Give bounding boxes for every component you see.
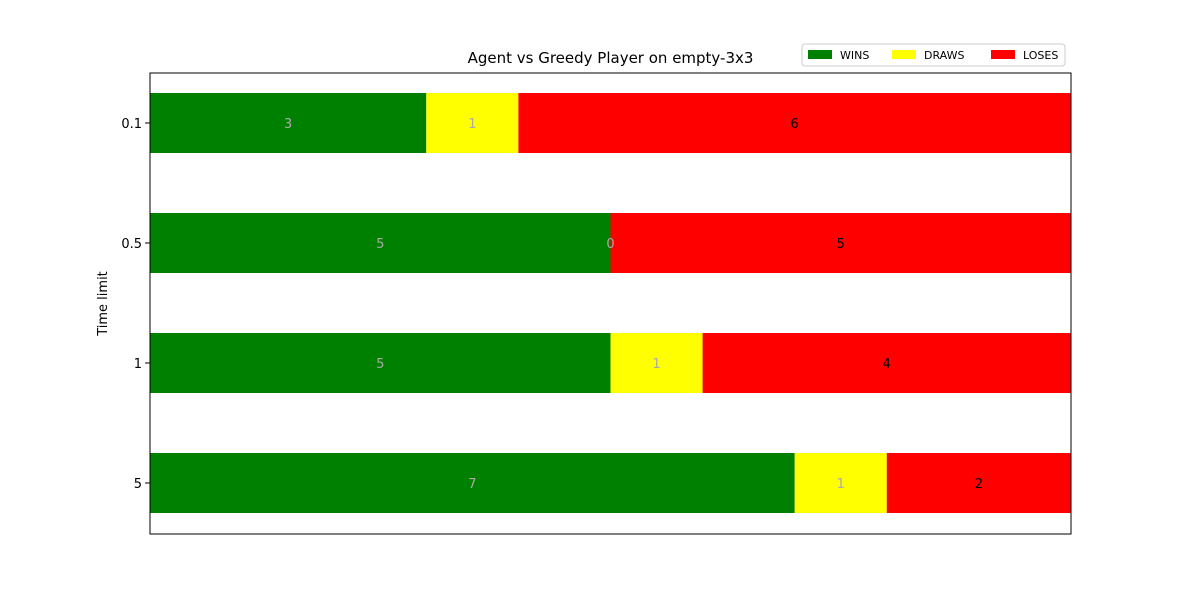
data-label-wins-5: 7 xyxy=(468,477,476,492)
data-label-loses-1: 4 xyxy=(883,357,891,372)
bar-loses-0.5 xyxy=(610,213,1071,273)
data-label-draws-0.1: 1 xyxy=(468,117,476,132)
bar-wins-1 xyxy=(150,333,611,393)
legend-swatch-draws xyxy=(892,50,916,59)
bar-draws-1 xyxy=(610,333,703,393)
data-label-wins-1: 5 xyxy=(376,357,384,372)
bar-draws-5 xyxy=(794,453,887,513)
bar-loses-0.1 xyxy=(518,93,1071,153)
plot-frame xyxy=(149,72,1072,535)
y-tick-label: 5 xyxy=(134,477,142,492)
bar-draws-0.1 xyxy=(426,93,519,153)
legend-frame xyxy=(801,43,1066,67)
legend-swatch-wins xyxy=(808,50,832,59)
bar-loses-1 xyxy=(702,333,1071,393)
data-label-loses-5: 2 xyxy=(975,477,983,492)
y-tick-label: 0.1 xyxy=(121,117,142,132)
data-labels-group: 3 1 6 5 0 5 5 1 4 7 1 2 xyxy=(284,117,983,492)
y-tick-label: 0.5 xyxy=(121,237,142,252)
data-label-loses-0.5: 5 xyxy=(837,237,845,252)
legend-label-draws: DRAWS xyxy=(924,49,964,62)
data-label-draws-1: 1 xyxy=(652,357,660,372)
bar-wins-0.5 xyxy=(150,213,611,273)
chart-title: Agent vs Greedy Player on empty-3x3 xyxy=(468,49,754,67)
data-label-draws-5: 1 xyxy=(837,477,845,492)
data-label-wins-0.1: 3 xyxy=(284,117,292,132)
legend-label-loses: LOSES xyxy=(1023,49,1058,62)
bar-wins-0.1 xyxy=(150,93,427,153)
data-label-draws-0.5: 0 xyxy=(606,237,614,252)
legend-swatch-loses xyxy=(991,50,1015,59)
data-label-loses-0.1: 6 xyxy=(791,117,799,132)
legend-label-wins: WINS xyxy=(840,49,869,62)
bar-loses-5 xyxy=(886,453,1071,513)
data-label-wins-0.5: 5 xyxy=(376,237,384,252)
y-axis-label: Time limit xyxy=(96,271,111,337)
y-tick-label: 1 xyxy=(134,357,142,372)
bars-group xyxy=(150,93,1071,513)
bar-wins-5 xyxy=(150,453,795,513)
legend: WINS DRAWS LOSES xyxy=(801,43,1066,67)
y-ticks-group: 0.1 0.5 1 5 xyxy=(121,117,150,492)
